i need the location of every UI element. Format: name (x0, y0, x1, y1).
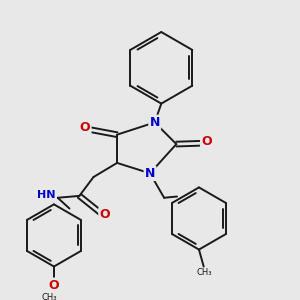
Text: O: O (201, 135, 212, 148)
Text: HN: HN (37, 190, 56, 200)
Text: O: O (49, 279, 59, 292)
Text: CH₃: CH₃ (41, 293, 57, 300)
Text: O: O (100, 208, 110, 221)
Text: O: O (80, 121, 90, 134)
Text: CH₃: CH₃ (197, 268, 212, 278)
Text: N: N (149, 116, 160, 129)
Text: N: N (145, 167, 155, 180)
